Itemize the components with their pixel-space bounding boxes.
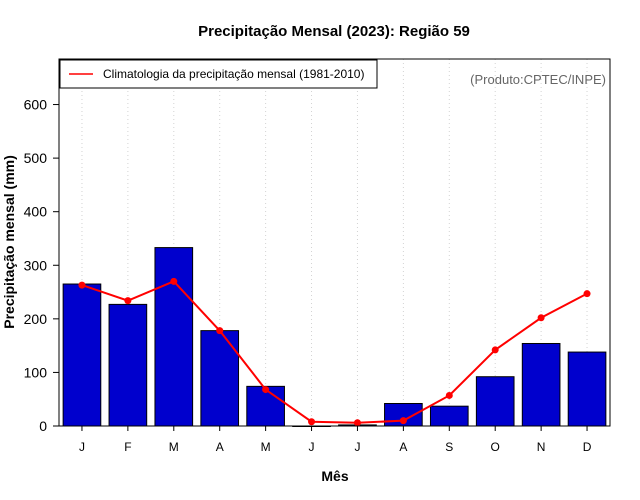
x-tick-label: M <box>261 440 271 454</box>
climatology-point <box>445 391 453 399</box>
x-tick-label: J <box>79 440 85 454</box>
legend: Climatologia da precipitação mensal (198… <box>59 59 378 89</box>
x-tick-label: S <box>445 440 453 454</box>
x-tick-label: A <box>399 440 407 454</box>
climatology-point <box>491 346 499 354</box>
climatology-point <box>583 290 591 298</box>
plot-frame <box>58 58 611 427</box>
x-tick-label: J <box>309 440 315 454</box>
bar <box>108 303 148 427</box>
bar <box>567 351 607 427</box>
y-tick-label: 500 <box>24 150 48 166</box>
x-tick-label: F <box>124 440 131 454</box>
y-axis-label: Precipitação mensal (mm) <box>1 155 17 329</box>
x-tick-label: D <box>583 440 592 454</box>
y-tick-label: 400 <box>24 204 48 220</box>
climatology-point <box>399 417 407 425</box>
y-tick-label: 100 <box>24 364 48 380</box>
bar <box>429 405 469 427</box>
bar <box>200 330 240 427</box>
legend-box <box>59 59 378 89</box>
bar-series <box>62 247 607 427</box>
climatology-point <box>537 314 545 322</box>
climatology-line <box>81 280 588 424</box>
climatology-point <box>216 327 224 335</box>
credit-text: (Produto:CPTEC/INPE) <box>470 72 606 87</box>
climatology-point <box>78 281 86 289</box>
bar <box>154 247 194 427</box>
climatology-point <box>308 418 316 426</box>
bar <box>475 376 515 427</box>
climatology-point <box>262 386 270 394</box>
x-tick-label: O <box>491 440 500 454</box>
climatology-point <box>170 277 178 285</box>
y-tick-label: 600 <box>24 97 48 113</box>
x-tick-label: A <box>216 440 224 454</box>
x-tick-label: N <box>537 440 546 454</box>
bar <box>521 342 561 427</box>
x-tick-label: J <box>354 440 360 454</box>
chart-title: Precipitação Mensal (2023): Região 59 <box>198 23 470 40</box>
climatology-point <box>353 419 361 427</box>
legend-entry-climatology: Climatologia da precipitação mensal (198… <box>103 67 364 81</box>
climatology-point <box>124 297 132 305</box>
y-axis: 0 100 200 300 400 500 600 <box>24 97 59 434</box>
bar <box>62 283 102 427</box>
climatology-line-series <box>78 277 591 427</box>
y-tick-label: 300 <box>24 257 48 273</box>
x-tick-label: M <box>169 440 179 454</box>
y-tick-label: 0 <box>39 418 47 434</box>
x-axis-label: Mês <box>321 468 348 484</box>
y-tick-label: 200 <box>24 311 48 327</box>
